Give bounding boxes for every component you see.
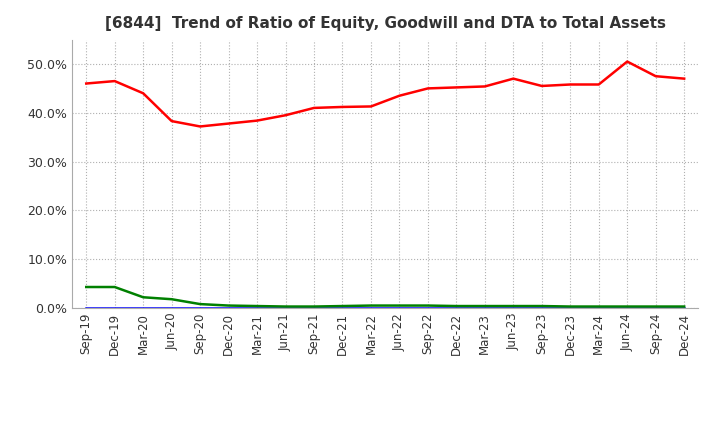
Goodwill <box>652 305 660 311</box>
Deferred Tax Assets <box>196 301 204 307</box>
Deferred Tax Assets <box>225 303 233 308</box>
Equity <box>310 105 318 110</box>
Deferred Tax Assets <box>110 284 119 290</box>
Equity <box>537 83 546 88</box>
Deferred Tax Assets <box>566 304 575 309</box>
Goodwill <box>139 305 148 311</box>
Goodwill <box>253 305 261 311</box>
Deferred Tax Assets <box>480 304 489 309</box>
Equity <box>82 81 91 86</box>
Deferred Tax Assets <box>652 304 660 309</box>
Line: Equity: Equity <box>86 62 684 126</box>
Deferred Tax Assets <box>680 304 688 309</box>
Goodwill <box>310 305 318 311</box>
Deferred Tax Assets <box>509 304 518 309</box>
Equity <box>338 104 347 110</box>
Goodwill <box>338 305 347 311</box>
Deferred Tax Assets <box>366 303 375 308</box>
Deferred Tax Assets <box>139 295 148 300</box>
Goodwill <box>509 305 518 311</box>
Equity <box>652 73 660 79</box>
Equity <box>366 104 375 109</box>
Deferred Tax Assets <box>423 303 432 308</box>
Equity <box>480 84 489 89</box>
Goodwill <box>566 305 575 311</box>
Deferred Tax Assets <box>623 304 631 309</box>
Deferred Tax Assets <box>537 304 546 309</box>
Equity <box>167 118 176 124</box>
Deferred Tax Assets <box>167 297 176 302</box>
Line: Deferred Tax Assets: Deferred Tax Assets <box>86 287 684 307</box>
Equity <box>282 113 290 118</box>
Deferred Tax Assets <box>395 303 404 308</box>
Goodwill <box>680 305 688 311</box>
Equity <box>225 121 233 126</box>
Equity <box>196 124 204 129</box>
Deferred Tax Assets <box>595 304 603 309</box>
Goodwill <box>595 305 603 311</box>
Equity <box>595 82 603 87</box>
Equity <box>509 76 518 81</box>
Equity <box>139 91 148 96</box>
Goodwill <box>82 305 91 311</box>
Equity <box>452 85 461 90</box>
Equity <box>623 59 631 64</box>
Goodwill <box>623 305 631 311</box>
Goodwill <box>395 305 404 311</box>
Goodwill <box>167 305 176 311</box>
Equity <box>423 86 432 91</box>
Deferred Tax Assets <box>282 304 290 309</box>
Goodwill <box>537 305 546 311</box>
Equity <box>253 118 261 123</box>
Equity <box>395 93 404 99</box>
Deferred Tax Assets <box>82 284 91 290</box>
Goodwill <box>423 305 432 311</box>
Deferred Tax Assets <box>310 304 318 309</box>
Deferred Tax Assets <box>338 304 347 309</box>
Goodwill <box>225 305 233 311</box>
Equity <box>566 82 575 87</box>
Title: [6844]  Trend of Ratio of Equity, Goodwill and DTA to Total Assets: [6844] Trend of Ratio of Equity, Goodwil… <box>104 16 666 32</box>
Goodwill <box>110 305 119 311</box>
Goodwill <box>480 305 489 311</box>
Deferred Tax Assets <box>253 304 261 309</box>
Goodwill <box>452 305 461 311</box>
Equity <box>110 78 119 84</box>
Equity <box>680 76 688 81</box>
Goodwill <box>282 305 290 311</box>
Goodwill <box>366 305 375 311</box>
Goodwill <box>196 305 204 311</box>
Deferred Tax Assets <box>452 304 461 309</box>
